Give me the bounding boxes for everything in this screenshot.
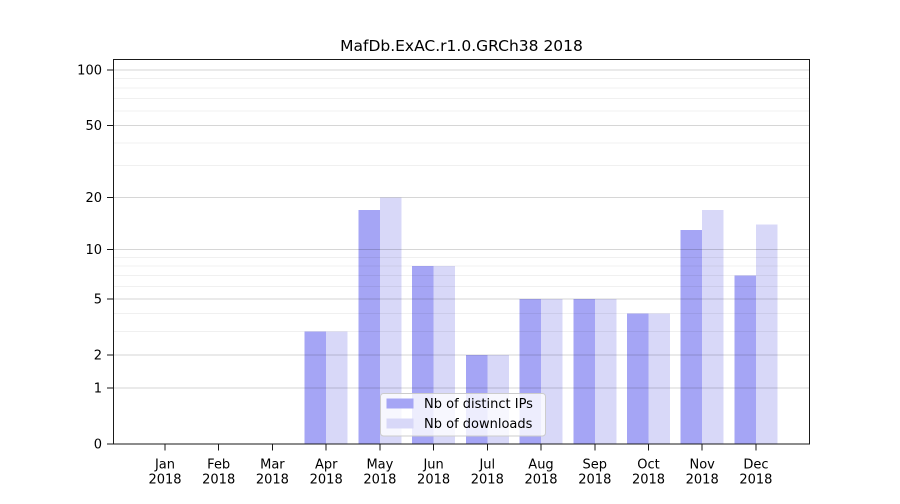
bar-downloads-may	[379, 197, 402, 444]
x-tick-label-year-nov: 2018	[686, 473, 719, 488]
y-tick-label-0: 0	[94, 438, 102, 453]
bar-ips-may	[358, 209, 380, 444]
y-axis-ticks: 0 1 2 5 10 20 50 100	[77, 64, 114, 453]
x-tick-label-year-feb: 2018	[202, 473, 235, 488]
bar-downloads-nov	[702, 209, 724, 444]
bar-ips-nov	[680, 230, 703, 444]
x-tick-label-month-aug: Aug	[528, 458, 553, 473]
bar-ips-sep	[573, 298, 595, 444]
x-tick-label-year-aug: 2018	[524, 473, 557, 488]
x-tick-label-month-mar: Mar	[260, 458, 285, 473]
bar-downloads-sep	[594, 298, 617, 444]
x-tick-label-month-apr: Apr	[315, 458, 338, 473]
x-tick-label-year-jan: 2018	[148, 473, 181, 488]
x-tick-label-year-mar: 2018	[256, 473, 289, 488]
y-tick-label-5: 5	[94, 292, 102, 307]
x-tick-label-month-jul: Jul	[478, 458, 495, 473]
bar-downloads-apr	[326, 331, 348, 444]
x-tick-label-month-nov: Nov	[690, 458, 716, 473]
axes-layer	[113, 59, 810, 445]
bar-ips-apr	[304, 331, 327, 444]
x-axis-ticks: Jan2018Feb2018Mar2018Apr2018May2018Jun20…	[148, 444, 772, 488]
bar-ips-oct	[627, 313, 649, 444]
y-tick-label-20: 20	[85, 191, 102, 206]
legend-label-downloads: Nb of downloads	[424, 417, 533, 432]
x-tick-label-month-jun: Jun	[422, 458, 443, 473]
bar-downloads-dec	[755, 224, 778, 444]
x-tick-label-month-sep: Sep	[583, 458, 608, 473]
gridlines-layer	[113, 69, 810, 389]
y-tick-label-1: 1	[94, 381, 102, 396]
x-tick-label-year-oct: 2018	[632, 473, 665, 488]
y-tick-label-50: 50	[85, 119, 102, 134]
plot-border	[113, 59, 810, 445]
x-tick-label-year-sep: 2018	[578, 473, 611, 488]
legend: Nb of distinct IPs Nb of downloads	[380, 393, 546, 437]
x-tick-label-year-dec: 2018	[739, 473, 772, 488]
x-tick-label-year-may: 2018	[363, 473, 396, 488]
y-tick-label-10: 10	[85, 243, 102, 258]
bar-ips-dec	[734, 275, 756, 444]
x-tick-label-year-apr: 2018	[310, 473, 343, 488]
legend-swatch-downloads	[386, 418, 414, 429]
legend-label-ips: Nb of distinct IPs	[424, 397, 533, 412]
x-tick-label-year-jul: 2018	[471, 473, 504, 488]
bar-downloads-oct	[648, 313, 670, 444]
bar-downloads-aug	[541, 298, 563, 444]
x-tick-label-year-jun: 2018	[417, 473, 450, 488]
x-tick-label-month-dec: Dec	[743, 458, 768, 473]
y-tick-label-100: 100	[77, 64, 102, 79]
y-tick-label-2: 2	[94, 349, 102, 364]
x-tick-label-month-may: May	[366, 458, 393, 473]
x-tick-label-month-jan: Jan	[154, 458, 175, 473]
legend-box	[380, 393, 546, 437]
x-tick-label-month-oct: Oct	[637, 458, 659, 473]
x-tick-label-month-feb: Feb	[207, 458, 230, 473]
legend-swatch-ips	[386, 398, 414, 409]
chart-title: MafDb.ExAC.r1.0.GRCh38 2018	[340, 37, 583, 55]
